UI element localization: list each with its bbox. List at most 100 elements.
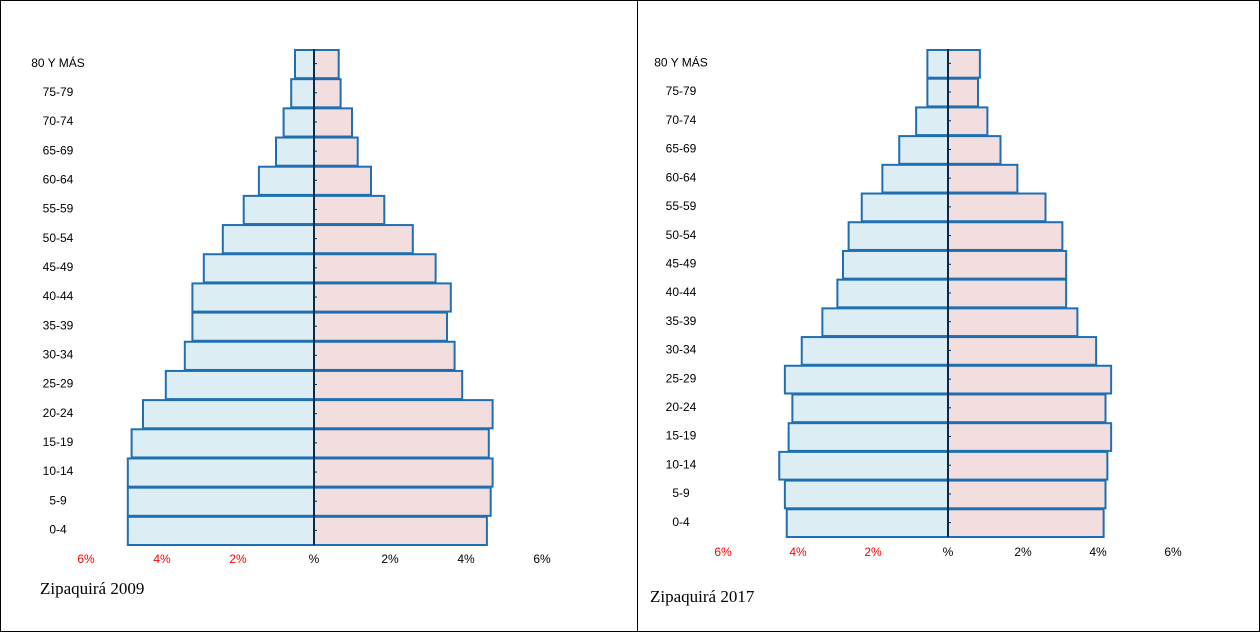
category-label: 55-59 (43, 202, 74, 216)
bar-left (191, 282, 315, 313)
category-label: 75-79 (666, 84, 697, 98)
bar-left (926, 77, 949, 108)
category-label: 70-74 (666, 113, 697, 127)
bar-right (313, 340, 456, 371)
bar-left (191, 311, 315, 342)
x-tick-label: 6% (533, 552, 551, 566)
category-label: 40-44 (666, 285, 697, 299)
bar-left (860, 192, 949, 223)
category-label: 5-9 (672, 486, 690, 500)
bar-right (947, 163, 1019, 194)
bar-right (313, 369, 464, 401)
bar-right (947, 106, 989, 137)
bar-right (947, 450, 1109, 481)
bar-left (202, 253, 315, 284)
bar-left (783, 479, 949, 510)
bar-left (847, 221, 949, 251)
category-label: 50-54 (43, 231, 74, 245)
bar-right (947, 249, 1068, 280)
bar-left (126, 486, 315, 517)
bar-left (126, 515, 315, 547)
category-label: 15-19 (666, 429, 697, 443)
bar-left (142, 399, 315, 430)
bar-right (313, 107, 353, 138)
bar-right (947, 135, 1002, 165)
category-label: 5-9 (49, 493, 67, 507)
category-label: 80 Y MÁS (31, 55, 85, 70)
x-tick-label: 4% (1089, 545, 1107, 559)
bar-right (313, 515, 488, 547)
x-tick-label: 2% (864, 545, 882, 559)
bar-right (947, 307, 1079, 338)
bar-right (947, 192, 1047, 223)
bar-left (787, 422, 949, 452)
bar-right (313, 165, 372, 196)
bar-right (947, 508, 1105, 539)
bar-left (791, 393, 949, 424)
bar-left (130, 428, 315, 459)
bar-left (898, 135, 949, 165)
bar-left (783, 364, 949, 395)
category-label: 30-34 (666, 343, 697, 357)
bar-left (221, 224, 315, 255)
bar-left (282, 107, 316, 138)
bar-left (836, 278, 949, 309)
category-label: 0-4 (672, 515, 690, 529)
x-tick-label: 6% (714, 545, 732, 559)
bar-right (947, 336, 1098, 366)
category-label: 20-24 (43, 406, 74, 420)
bar-right (313, 428, 490, 459)
bar-right (313, 253, 437, 284)
category-label: 35-39 (666, 314, 697, 328)
category-label: 35-39 (43, 318, 74, 332)
bar-left (242, 194, 315, 226)
category-label: 40-44 (43, 289, 74, 303)
x-tick-label: 4% (457, 552, 475, 566)
bar-right (313, 282, 452, 313)
bar-left (821, 307, 949, 338)
bar-right (313, 194, 386, 226)
bar-left (294, 49, 315, 80)
x-tick-label: 2% (1014, 545, 1032, 559)
bar-right (313, 399, 494, 430)
bar-right (313, 486, 492, 517)
bar-right (947, 422, 1113, 452)
x-tick-label: 4% (153, 552, 171, 566)
category-label: 50-54 (666, 228, 697, 242)
category-label: 80 Y MÁS (654, 55, 708, 70)
category-label: 30-34 (43, 348, 74, 362)
bar-left (126, 457, 315, 488)
bar-right (947, 278, 1068, 309)
category-label: 25-29 (666, 371, 697, 385)
category-label: 60-64 (666, 170, 697, 184)
bar-left (800, 336, 949, 366)
bar-right (313, 49, 340, 80)
bar-left (290, 78, 316, 109)
bar-right (313, 311, 448, 342)
bar-right (313, 457, 494, 488)
bar-right (947, 49, 981, 79)
bar-left (778, 450, 949, 481)
bar-left (926, 49, 949, 79)
caption: Zipaquirá 2017 (650, 587, 755, 606)
bar-right (947, 393, 1107, 424)
x-tick-label: 4% (789, 545, 807, 559)
x-tick-label: 6% (77, 552, 95, 566)
category-label: 25-29 (43, 377, 74, 391)
category-label: 75-79 (43, 85, 74, 99)
category-label: 10-14 (43, 464, 74, 478)
category-label: 65-69 (666, 142, 697, 156)
category-label: 0-4 (49, 523, 67, 537)
bar-left (275, 136, 315, 167)
bar-left (842, 249, 949, 280)
bar-right (313, 78, 342, 109)
category-label: 45-49 (43, 260, 74, 274)
bar-left (785, 508, 949, 539)
bar-left (164, 369, 315, 401)
bar-right (947, 479, 1107, 510)
bar-left (915, 106, 949, 137)
category-label: 45-49 (666, 256, 697, 270)
bar-right (947, 77, 979, 108)
category-label: 65-69 (43, 143, 74, 157)
category-label: 10-14 (666, 457, 697, 471)
